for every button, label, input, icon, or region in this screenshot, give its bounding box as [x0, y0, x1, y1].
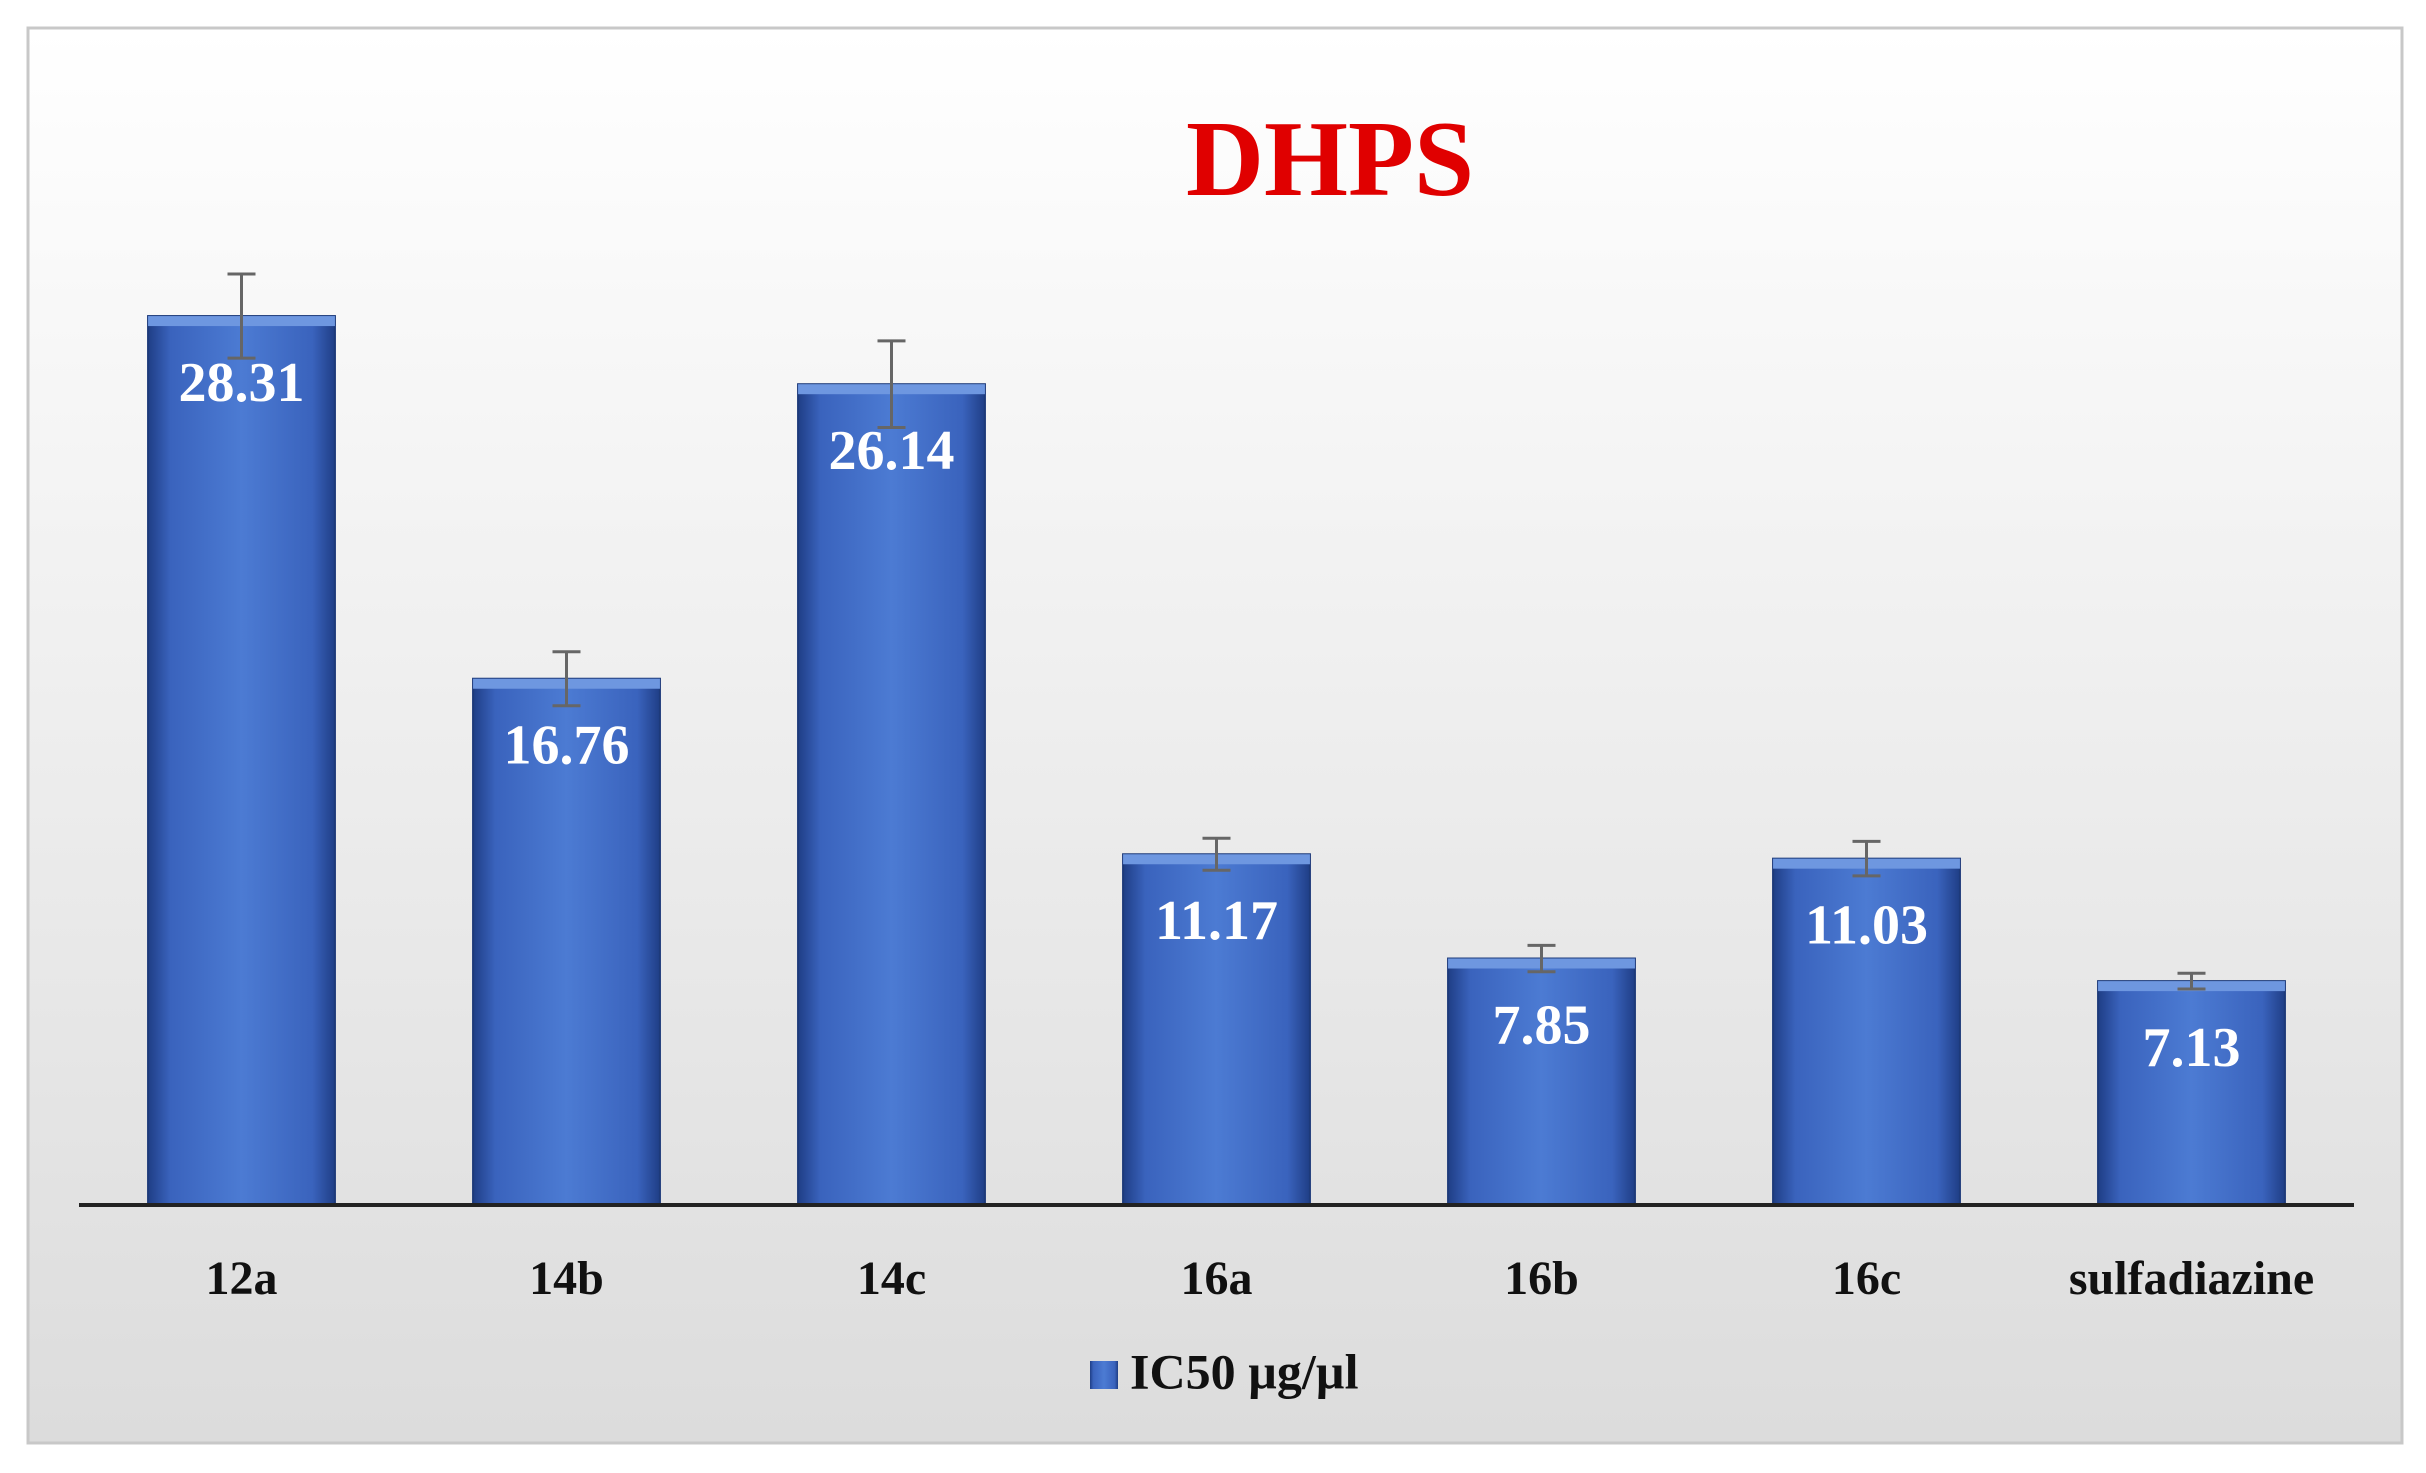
- bar: [1772, 857, 1961, 1207]
- value-label: 26.14: [829, 420, 955, 482]
- bar: [2097, 980, 2286, 1206]
- chart-frame: [26, 26, 2404, 1445]
- bar: [1122, 853, 1311, 1207]
- chart-title: DHPS: [1186, 100, 1474, 219]
- value-label: 28.31: [179, 352, 305, 414]
- x-tick-label: sulfadiazine: [2069, 1252, 2314, 1305]
- value-label: 11.17: [1155, 890, 1278, 952]
- bar: [472, 677, 661, 1206]
- x-tick-label: 16b: [1504, 1252, 1579, 1305]
- legend-swatch: [1090, 1361, 1118, 1389]
- bar: [147, 315, 336, 1207]
- x-tick-label: 16c: [1832, 1252, 1901, 1305]
- value-label: 7.13: [2143, 1017, 2241, 1079]
- value-label: 7.85: [1493, 994, 1591, 1056]
- x-tick-label: 12a: [206, 1252, 278, 1305]
- x-tick-label: 14c: [857, 1252, 926, 1305]
- value-label: 11.03: [1805, 895, 1928, 957]
- x-tick-label: 14b: [529, 1252, 604, 1305]
- value-label: 16.76: [504, 715, 630, 777]
- legend-label: IC50 µg/µl: [1130, 1343, 1359, 1399]
- bar: [797, 383, 986, 1207]
- x-tick-label: 16a: [1181, 1252, 1253, 1305]
